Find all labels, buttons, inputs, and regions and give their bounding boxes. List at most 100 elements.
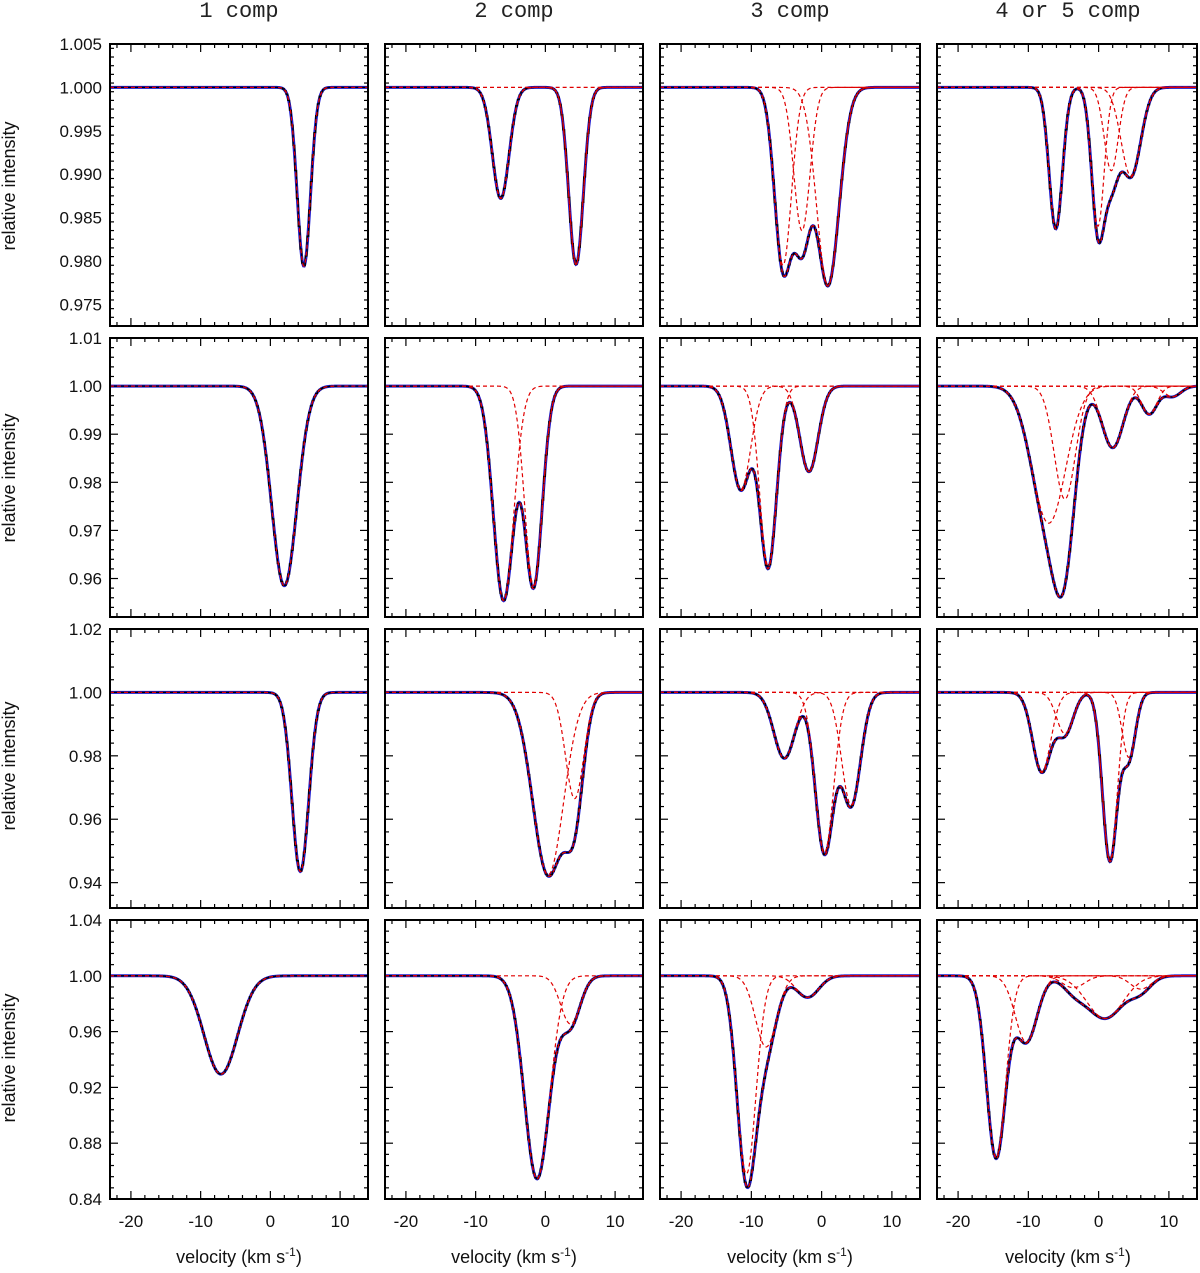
component-curve-3: [660, 385, 920, 473]
y-tick-label: 0.94: [69, 874, 102, 893]
model-curve: [385, 974, 643, 1181]
model-curve: [660, 384, 920, 571]
y-tick-label: 0.96: [69, 570, 102, 589]
component-curve-1: [937, 86, 1197, 230]
data-spectrum: [937, 691, 1197, 863]
y-axis-labels: relative intensity relative intensity re…: [0, 121, 19, 1122]
fit-curve: [937, 975, 1197, 1160]
panel-r2-c4: [936, 337, 1198, 618]
y-tick-label: 0.980: [59, 252, 102, 271]
panel-frame: [109, 43, 369, 327]
panel-r1-c4: [936, 43, 1198, 327]
column-title-2: 2 comp: [474, 0, 553, 24]
panel-r4-c1: 0.84 0.88 0.92 0.96 1.00 1.04 -20 -10 0 10: [69, 911, 369, 1231]
component-curve-1: [937, 385, 1197, 524]
fit-curve: [385, 385, 643, 602]
fit-curve: [937, 385, 1198, 598]
x-tick-label: 10: [606, 1212, 625, 1231]
x-tick-label: 0: [541, 1212, 550, 1231]
x-tick-label: 10: [882, 1212, 901, 1231]
panel-frame: [109, 628, 369, 909]
component-curve-4: [937, 385, 1197, 415]
data-spectrum: [660, 975, 920, 1188]
y-tick-label: 1.005: [59, 35, 102, 54]
y-tick-label: 0.990: [59, 165, 102, 184]
x-tick-label: -20: [119, 1212, 144, 1231]
panel-grid: 0.9750.9800.9850.9900.9951.0001.0050.960…: [59, 35, 1198, 1231]
y-tick-label: 0.975: [59, 295, 102, 314]
panel-frame: [384, 43, 644, 327]
panel-r1-c3: [659, 43, 921, 327]
data-spectrum: [660, 385, 920, 570]
model-curve: [110, 85, 368, 268]
fit-curve: [937, 691, 1197, 863]
fit-curve: [660, 385, 920, 570]
component-curve-1: [937, 975, 1197, 1158]
y-axis-label-row-4: relative intensity: [0, 993, 19, 1122]
data-spectrum: [937, 975, 1197, 1160]
component-curve-5: [937, 975, 1197, 990]
component-curve-2: [385, 385, 643, 587]
column-titles: 1 comp 2 comp 3 comp 4 or 5 comp: [199, 0, 1140, 24]
y-tick-label: 1.000: [59, 78, 102, 97]
fit-curve: [660, 975, 920, 1189]
panel-r3-c2: [384, 628, 644, 909]
fit-curve: [660, 86, 920, 287]
y-tick-label: 0.99: [69, 425, 102, 444]
panel-frame: [384, 337, 644, 618]
model-curve: [937, 384, 1198, 599]
x-tick-label: 0: [266, 1212, 275, 1231]
y-axis-label-row-2: relative intensity: [0, 413, 19, 542]
model-curve: [937, 690, 1197, 864]
panel-frame: [384, 919, 644, 1200]
component-curve-1: [660, 86, 920, 266]
fit-curve: [660, 691, 920, 856]
fit-curve: [385, 86, 643, 266]
x-tick-label: -10: [463, 1212, 488, 1231]
model-curve: [385, 690, 643, 878]
model-curve: [110, 690, 368, 874]
y-tick-label: 0.88: [69, 1134, 102, 1153]
y-tick-label: 0.97: [69, 521, 102, 540]
component-curve-3: [937, 975, 1197, 989]
component-curve-2: [660, 385, 920, 567]
panel-frame: [384, 628, 644, 909]
component-curve-3: [660, 86, 920, 286]
component-curve-2: [660, 86, 920, 232]
fit-curve: [110, 385, 368, 587]
y-tick-label: 0.98: [69, 473, 102, 492]
panel-r1-c2: [384, 43, 644, 327]
component-curve-2: [937, 86, 1197, 227]
model-curve: [110, 384, 368, 588]
component-curve-3: [937, 691, 1197, 862]
panel-frame: [936, 337, 1198, 618]
x-tick-label: 0: [817, 1212, 826, 1231]
x-axis-label-col-1: velocity (km s-1): [176, 1245, 302, 1267]
fit-curve: [937, 86, 1197, 244]
panel-frame: [936, 919, 1198, 1200]
panel-r4-c3: -20 -10 0 10: [659, 919, 921, 1231]
model-curve: [937, 974, 1197, 1161]
data-spectrum: [385, 385, 643, 601]
component-curve-2: [937, 691, 1197, 735]
panel-frame: [659, 43, 921, 327]
fit-curve: [110, 975, 368, 1075]
data-spectrum: [110, 86, 368, 267]
y-tick-label: 1.04: [69, 911, 102, 930]
column-title-3: 3 comp: [750, 0, 829, 24]
panel-frame: [109, 919, 369, 1200]
fit-curve: [385, 975, 643, 1180]
data-spectrum: [110, 385, 368, 586]
model-curve: [660, 690, 920, 857]
component-curve-5: [937, 385, 1198, 398]
panel-r2-c2: [384, 337, 644, 618]
x-tick-label: 0: [1094, 1212, 1103, 1231]
x-axis-labels: velocity (km s-1) velocity (km s-1) velo…: [176, 1245, 1131, 1267]
component-curve-3: [937, 385, 1197, 449]
panel-r4-c2: -20 -10 0 10: [384, 919, 644, 1231]
panel-r2-c1: 0.96 0.97 0.98 0.99 1.00 1.01: [69, 329, 369, 618]
y-tick-label: 0.985: [59, 209, 102, 228]
data-spectrum: [110, 691, 368, 872]
model-curve: [937, 85, 1197, 245]
